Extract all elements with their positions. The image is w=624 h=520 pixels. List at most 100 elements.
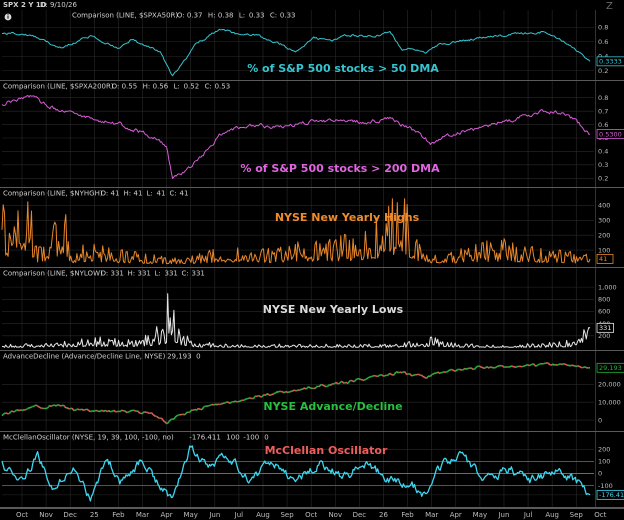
adl-segment xyxy=(389,372,392,375)
adl-segment xyxy=(560,363,563,366)
adl-segment xyxy=(419,373,421,377)
x-tick-label: Mar xyxy=(136,511,149,519)
adl-segment xyxy=(58,404,61,407)
nylow-study-title[interactable]: Comparison (LINE, $NYLOW) xyxy=(3,270,103,278)
adl-segment xyxy=(577,364,580,367)
adl-segment xyxy=(254,395,257,398)
adl-segment xyxy=(62,404,66,407)
ohlc-label: C: xyxy=(182,270,189,278)
last-value-badge xyxy=(596,362,624,373)
adl-segment xyxy=(297,389,300,392)
info-icon[interactable] xyxy=(4,13,12,21)
y-tick-label: 0.6 xyxy=(598,38,608,46)
adl-segment xyxy=(395,370,398,373)
adl-segment xyxy=(281,390,284,393)
adl-segment xyxy=(228,402,231,405)
adl-segment xyxy=(247,397,250,400)
adl-segment xyxy=(525,363,528,367)
ohlc-label: O: xyxy=(101,270,109,278)
x-tick-label: Feb xyxy=(401,511,414,519)
y-tick-label: 600 xyxy=(598,308,610,316)
adl-segment xyxy=(522,365,525,368)
adl-segment xyxy=(175,414,179,417)
mco-study-title[interactable]: McClellanOscillator (NYSE, 19, 39, 100, … xyxy=(3,434,174,442)
symbol-label[interactable]: SPX 2 Y 1D xyxy=(3,1,47,9)
p50-series-line[interactable] xyxy=(1,28,591,77)
adl-segment xyxy=(87,409,90,412)
adl-segment xyxy=(234,400,237,403)
mco-series-line[interactable] xyxy=(1,445,591,502)
adl-segment xyxy=(305,386,309,390)
adl-segment xyxy=(156,415,159,419)
ohlc-label: O: xyxy=(101,190,109,198)
p200-study-title[interactable]: Comparison (LINE, $SPXA200R) xyxy=(3,83,114,91)
adl-segment xyxy=(367,376,370,379)
adl-segment xyxy=(266,392,269,396)
last-value-badge xyxy=(596,322,615,333)
adl-segment xyxy=(15,409,18,412)
adl-segment xyxy=(137,410,141,414)
adl-segment xyxy=(113,409,116,413)
nylow-series-line[interactable] xyxy=(1,293,591,348)
adl-segment xyxy=(535,364,538,367)
adl-segment xyxy=(340,380,343,383)
nyhigh-series-line[interactable] xyxy=(1,198,591,265)
ohlc-value: 41 xyxy=(134,190,143,198)
adl-segment xyxy=(369,375,372,378)
y-tick-label: 1,000 xyxy=(598,283,617,291)
adl-segment xyxy=(397,371,401,374)
last-value-text: -176.41 xyxy=(599,491,624,499)
adl-segment xyxy=(275,391,278,394)
adl-segment xyxy=(194,408,197,411)
adl-segment xyxy=(131,409,134,412)
adl-segment xyxy=(11,410,14,413)
adl-segment xyxy=(55,404,58,407)
p50-study-title[interactable]: Comparison (LINE, $SPXA50R) xyxy=(72,12,178,20)
adl-segment xyxy=(202,405,206,409)
ohlc-value: 0.33 xyxy=(249,12,265,20)
adl-segment xyxy=(142,411,145,414)
x-tick-label: Oct xyxy=(305,511,317,519)
adl-segment xyxy=(481,366,484,369)
ohlc-label: L: xyxy=(174,83,180,91)
adl-segment xyxy=(4,412,7,415)
y-tick-label: 100 xyxy=(598,246,610,254)
p200-series-line[interactable] xyxy=(1,94,591,180)
adl-segment xyxy=(77,408,80,411)
adl-segment xyxy=(117,410,119,413)
adl-segment xyxy=(471,367,474,371)
adl-segment xyxy=(414,373,417,376)
adl-segment xyxy=(532,363,536,366)
grid-layer xyxy=(0,10,624,509)
y-tick-label: 20,000 xyxy=(598,380,621,388)
platform-logo-icon: Z xyxy=(606,1,613,12)
adl-segment xyxy=(216,403,219,406)
adl-study-title[interactable]: AdvanceDecline (Advance/Decline Line, NY… xyxy=(3,353,166,361)
adl-segment xyxy=(485,365,488,369)
adl-segment xyxy=(547,362,551,366)
ohlc-label: C: xyxy=(170,190,177,198)
adl-segment xyxy=(321,384,325,387)
adl-segment xyxy=(515,365,519,368)
adl-segment xyxy=(435,371,439,374)
y-tick-label: -100 xyxy=(598,482,613,490)
adl-segment xyxy=(449,368,452,371)
adl-segment xyxy=(13,410,17,413)
adl-segment xyxy=(162,419,165,423)
nyhigh-study-title[interactable]: Comparison (LINE, $NYHGH) xyxy=(3,190,103,198)
adl-segment xyxy=(519,365,522,368)
adl-segment xyxy=(416,373,419,376)
adl-segment xyxy=(484,366,487,370)
adl-segment xyxy=(23,408,26,411)
adl-segment xyxy=(459,368,462,371)
adl-segment xyxy=(437,371,440,374)
y-tick-label: 400 xyxy=(598,202,610,210)
adl-segment xyxy=(33,404,36,407)
x-tick-label: Oct xyxy=(16,511,28,519)
p200-annotation: % of S&P 500 stocks > 200 DMA xyxy=(240,162,440,175)
adl-segment xyxy=(256,394,260,398)
adl-segment xyxy=(121,409,124,412)
x-tick-label: Dec xyxy=(63,511,77,519)
x-tick-label: May xyxy=(473,511,487,519)
